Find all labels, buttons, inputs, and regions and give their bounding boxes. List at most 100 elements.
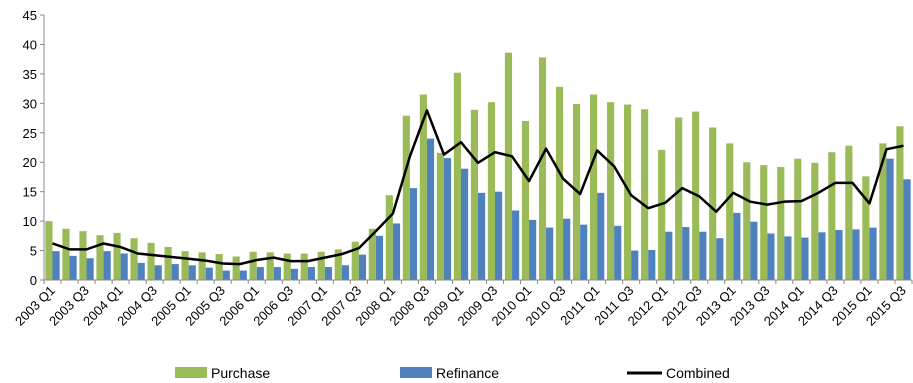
bar-purchase-10 (215, 254, 223, 280)
bar-purchase-39 (709, 127, 717, 280)
bar-purchase-15 (300, 253, 308, 280)
bar-purchase-44 (794, 158, 802, 280)
bar-refinance-19 (375, 235, 384, 280)
bar-refinance-20 (392, 223, 401, 280)
bar-refinance-42 (767, 233, 775, 280)
bar-purchase-45 (811, 162, 819, 280)
bar-refinance-46 (835, 229, 843, 280)
line-combined (52, 109, 904, 266)
y-tick-label: 5 (30, 244, 37, 259)
bar-purchase-26 (487, 102, 496, 280)
bar-purchase-27 (504, 52, 513, 280)
bar-purchase-50 (896, 126, 904, 280)
bar-purchase-34 (624, 104, 632, 280)
bar-purchase-18 (351, 241, 359, 280)
bar-purchase-30 (555, 86, 564, 280)
bar-purchase-29 (538, 57, 547, 281)
bar-refinance-13 (273, 267, 281, 280)
bar-refinance-45 (818, 232, 826, 280)
bar-purchase-17 (334, 249, 342, 280)
y-tick-label: 25 (23, 126, 37, 141)
bar-purchase-33 (607, 102, 615, 280)
bar-refinance-24 (460, 168, 469, 280)
bar-purchase-5 (130, 238, 138, 280)
bar-refinance-15 (307, 267, 315, 280)
bar-purchase-16 (317, 251, 325, 280)
y-tick-label: 40 (23, 37, 37, 52)
bar-refinance-3 (103, 251, 111, 280)
bar-refinance-38 (699, 231, 707, 280)
bar-refinance-0 (52, 251, 60, 280)
bars-layer (45, 52, 911, 281)
bar-purchase-9 (198, 252, 206, 280)
bar-refinance-10 (222, 270, 230, 280)
legend-swatch-purchase (175, 367, 207, 378)
bar-purchase-3 (96, 235, 104, 280)
bar-purchase-23 (436, 152, 444, 280)
bar-purchase-35 (641, 109, 649, 280)
bar-refinance-1 (69, 255, 77, 280)
bar-purchase-40 (726, 143, 734, 280)
bar-refinance-17 (341, 265, 349, 280)
bar-refinance-25 (478, 192, 486, 280)
bar-refinance-11 (239, 270, 247, 280)
axes (43, 15, 912, 281)
bar-refinance-4 (120, 253, 128, 280)
bar-purchase-42 (760, 165, 768, 280)
bar-refinance-8 (188, 265, 196, 280)
line-layer (52, 109, 904, 266)
bar-refinance-39 (716, 238, 724, 280)
bar-refinance-48 (869, 227, 877, 280)
bar-refinance-31 (580, 224, 588, 280)
bar-refinance-49 (886, 158, 894, 280)
bar-refinance-29 (546, 227, 554, 280)
bar-purchase-4 (113, 232, 121, 280)
bar-refinance-22 (426, 138, 435, 280)
bar-refinance-37 (682, 227, 690, 280)
legend-label-purchase: Purchase (211, 365, 270, 381)
bar-refinance-40 (733, 212, 741, 280)
bar-purchase-43 (777, 166, 785, 280)
bar-purchase-11 (232, 256, 240, 280)
legend-label-combined: Combined (666, 365, 730, 381)
bar-purchase-22 (419, 94, 427, 280)
bar-refinance-32 (597, 192, 605, 280)
y-tick-label: 45 (23, 8, 37, 23)
bar-refinance-7 (171, 264, 179, 280)
y-tick-label: 10 (23, 214, 37, 229)
y-tick-label: 35 (23, 67, 37, 82)
bar-refinance-44 (801, 237, 809, 280)
y-tick-label: 20 (23, 155, 37, 170)
bar-purchase-19 (368, 228, 376, 280)
bar-purchase-20 (385, 195, 393, 280)
bar-purchase-41 (743, 162, 751, 280)
bar-purchase-14 (283, 253, 291, 280)
bar-refinance-12 (256, 267, 264, 280)
bar-purchase-21 (402, 115, 410, 280)
bar-purchase-36 (658, 149, 666, 280)
bar-refinance-16 (324, 267, 332, 280)
y-axis-ticks: 0 5 10 15 20 25 30 35 40 45 (23, 8, 44, 288)
y-tick-label: 30 (23, 96, 37, 111)
bar-refinance-14 (290, 268, 298, 280)
bar-refinance-33 (614, 225, 622, 280)
bar-refinance-41 (750, 221, 758, 280)
bar-refinance-36 (665, 231, 673, 280)
bar-refinance-2 (86, 258, 94, 280)
bar-refinance-18 (358, 254, 367, 280)
bar-refinance-28 (529, 219, 537, 280)
bar-refinance-30 (563, 218, 571, 280)
bar-purchase-49 (879, 143, 887, 280)
bar-purchase-32 (589, 94, 598, 280)
y-tick-label: 0 (30, 273, 37, 288)
bar-purchase-13 (266, 252, 274, 280)
bar-purchase-0 (45, 221, 53, 280)
bar-purchase-12 (249, 251, 257, 280)
bar-purchase-6 (147, 242, 155, 280)
bar-purchase-8 (181, 251, 189, 280)
legend-swatch-refinance (400, 367, 432, 378)
bar-purchase-47 (845, 145, 853, 280)
y-tick-label: 15 (23, 185, 37, 200)
bar-refinance-21 (409, 188, 418, 280)
